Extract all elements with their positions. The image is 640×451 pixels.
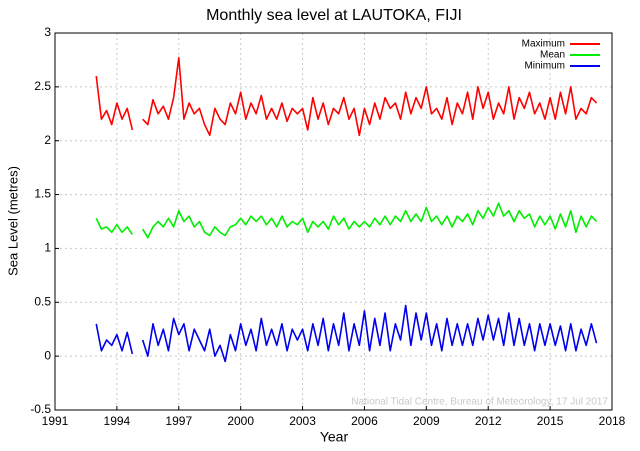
x-tick-label: 2012 bbox=[475, 414, 502, 428]
legend-label: Mean bbox=[540, 50, 565, 61]
x-tick-label: 2009 bbox=[413, 414, 440, 428]
source-note: National Tidal Centre, Bureau of Meteoro… bbox=[351, 397, 608, 408]
x-tick-label: 2003 bbox=[289, 414, 316, 428]
legend-label: Minimum bbox=[524, 61, 565, 72]
x-tick-label: 1991 bbox=[42, 414, 69, 428]
y-tick-label: 1 bbox=[44, 241, 51, 255]
y-tick-label: -0.5 bbox=[30, 402, 51, 416]
chart-title: Monthly sea level at LAUTOKA, FIJI bbox=[206, 7, 462, 24]
x-tick-label: 2015 bbox=[537, 414, 564, 428]
series-line bbox=[95, 202, 598, 239]
x-tick-label: 1997 bbox=[165, 414, 192, 428]
plot-frame bbox=[54, 32, 613, 411]
y-axis-label: Sea Level (metres) bbox=[5, 166, 20, 276]
y-tick-label: 3 bbox=[44, 25, 51, 39]
series-line bbox=[95, 56, 598, 137]
legend-label: Maximum bbox=[522, 39, 565, 50]
y-tick-label: 2.5 bbox=[34, 79, 51, 93]
series-line bbox=[95, 304, 598, 363]
y-tick-label: 2 bbox=[44, 133, 51, 147]
x-axis-label: Year bbox=[320, 429, 349, 445]
x-tick-label: 2000 bbox=[227, 414, 254, 428]
y-tick-label: 0.5 bbox=[34, 294, 51, 308]
y-tick-label: 0 bbox=[44, 348, 51, 362]
x-tick-label: 2006 bbox=[351, 414, 378, 428]
y-tick-label: 1.5 bbox=[34, 187, 51, 201]
x-tick-label: 2018 bbox=[599, 414, 626, 428]
x-tick-label: 1994 bbox=[104, 414, 131, 428]
